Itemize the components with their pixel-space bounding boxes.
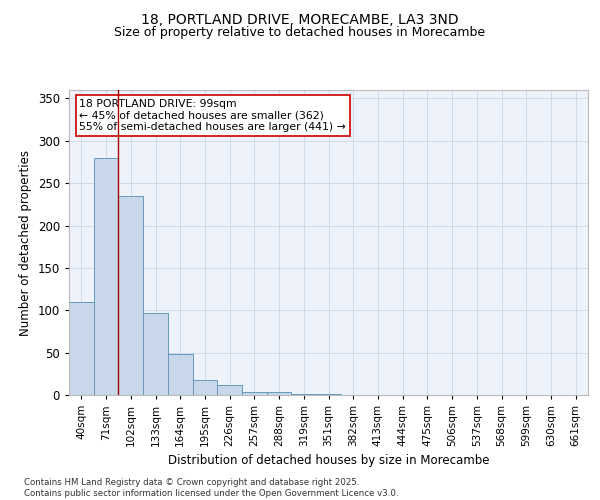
- Text: Size of property relative to detached houses in Morecambe: Size of property relative to detached ho…: [115, 26, 485, 39]
- Bar: [143, 313, 168, 395]
- Bar: [242, 392, 267, 395]
- Y-axis label: Number of detached properties: Number of detached properties: [19, 150, 32, 336]
- Bar: [94, 158, 118, 395]
- X-axis label: Distribution of detached houses by size in Morecambe: Distribution of detached houses by size …: [168, 454, 489, 468]
- Text: 18, PORTLAND DRIVE, MORECAMBE, LA3 3ND: 18, PORTLAND DRIVE, MORECAMBE, LA3 3ND: [141, 12, 459, 26]
- Bar: [316, 394, 341, 395]
- Bar: [267, 392, 292, 395]
- Bar: [69, 302, 94, 395]
- Text: 18 PORTLAND DRIVE: 99sqm
← 45% of detached houses are smaller (362)
55% of semi-: 18 PORTLAND DRIVE: 99sqm ← 45% of detach…: [79, 99, 346, 132]
- Bar: [168, 354, 193, 395]
- Bar: [292, 394, 316, 395]
- Text: Contains HM Land Registry data © Crown copyright and database right 2025.
Contai: Contains HM Land Registry data © Crown c…: [24, 478, 398, 498]
- Bar: [193, 380, 217, 395]
- Bar: [118, 196, 143, 395]
- Bar: [217, 385, 242, 395]
